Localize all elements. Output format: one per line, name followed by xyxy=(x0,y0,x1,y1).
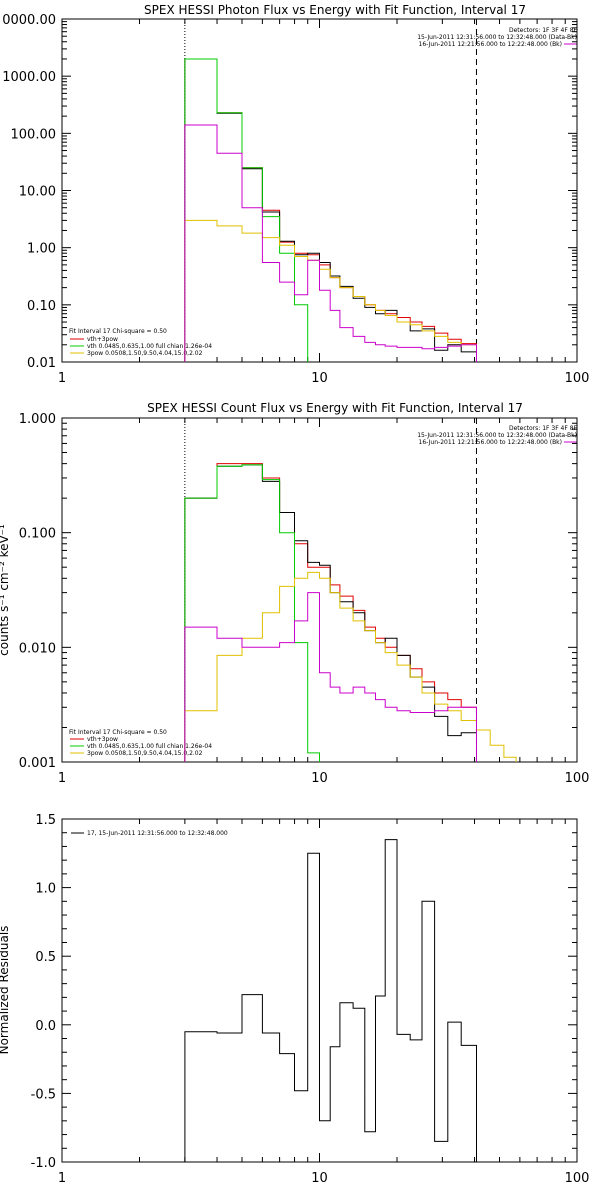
legend-vth3pow: vth+3pow xyxy=(87,336,118,343)
series-vth-3pow xyxy=(184,463,477,762)
photon-flux-legend-bottom-left: Fit Interval 17 Chi-square = 0.50 vth+3p… xyxy=(69,328,212,357)
series-background xyxy=(184,592,477,762)
legend-fit-interval: Fit Interval 17 Chi-square = 0.50 xyxy=(69,328,167,335)
y-tick-label: 0.100 xyxy=(19,527,56,542)
y-tick-label: 1.00 xyxy=(27,242,56,257)
residuals-legend: 17, 15-Jun-2011 12:31:56.000 to 12:32:48… xyxy=(87,830,228,837)
series-group xyxy=(184,839,477,1162)
plot-frame xyxy=(61,18,578,363)
x-tick-label: 1 xyxy=(58,371,66,386)
series-vth xyxy=(184,464,320,762)
x-tick-label: 1 xyxy=(58,1171,66,1186)
count-flux-panel: SPEX HESSI Count Flux vs Energy with Fit… xyxy=(0,401,578,757)
series-residuals xyxy=(184,839,477,1162)
y-tick-label: 0.001 xyxy=(19,756,56,771)
legend-vth: vth 0.0485,0.635,1.00 full chian 1.26e-0… xyxy=(87,743,212,750)
legend-vth: vth 0.0485,0.635,1.00 full chian 1.26e-0… xyxy=(87,343,212,350)
x-tick-label: 100 xyxy=(565,1171,590,1186)
residuals-ylabel: Normalized Residuals xyxy=(0,926,11,1055)
residuals-panel: Normalized Residuals 17, 15-Jun-2011 12:… xyxy=(0,830,228,1054)
series-vth-3pow xyxy=(184,58,477,362)
x-tick-label: 1 xyxy=(58,771,66,786)
legend-3pow: 3pow 0.0508,1.50,9.50,4.04,15.0,2.02 xyxy=(87,750,203,757)
legend-data-interval: 15-Jun-2011 12:31:56.000 to 12:32:48.000… xyxy=(417,432,577,439)
legend-3pow: 3pow 0.0508,1.50,9.50,4.04,15.0,2.02 xyxy=(87,350,203,357)
x-tick-label: 10 xyxy=(311,371,328,386)
y-tick-label: 1.5 xyxy=(35,813,56,828)
series-data xyxy=(184,58,477,362)
series-data xyxy=(184,464,477,762)
series-vth xyxy=(184,58,309,362)
y-tick-label: 1000.00 xyxy=(2,70,56,85)
y-tick-label: 0.0 xyxy=(35,1019,56,1034)
y-tick-label: -1.0 xyxy=(31,1156,56,1171)
x-tick-label: 100 xyxy=(565,771,590,786)
count-flux-title: SPEX HESSI Count Flux vs Energy with Fit… xyxy=(147,401,523,415)
y-tick-label: 1.0 xyxy=(35,882,56,897)
count-flux-ylabel: counts s⁻¹ cm⁻² keV⁻¹ xyxy=(0,524,11,656)
photon-flux-legend-top-right: Detectors: 1F 3F 4F 8F 15-Jun-2011 12:31… xyxy=(417,27,577,48)
series-3pow xyxy=(184,571,517,762)
count-flux-legend-bottom-left: Fit Interval 17 Chi-square = 0.50 vth+3p… xyxy=(69,729,212,757)
y-tick-label: 0.10 xyxy=(27,299,56,314)
plot-0: 1 10 100 0.01 0.10 1.00 10.00 100.00 1000.00 0000… xyxy=(2,13,589,386)
y-tick-label: 0000.00 xyxy=(2,13,56,28)
plot-2: 1 10 100 -1.0 -0.5 0.0 0.5 1.0 1.5 xyxy=(31,813,590,1186)
x-tick-label: 10 xyxy=(311,1171,328,1186)
legend-detectors: Detectors: 1F 3F 4F 8F xyxy=(509,425,578,432)
legend-fit-interval: Fit Interval 17 Chi-square = 0.50 xyxy=(69,729,167,736)
photon-flux-panel: SPEX HESSI Photon Flux vs Energy with Fi… xyxy=(69,3,578,357)
series-background xyxy=(184,124,477,362)
y-tick-label: 0.01 xyxy=(27,356,56,371)
legend-vth3pow: vth+3pow xyxy=(87,736,118,743)
y-tick-label: 1.000 xyxy=(19,412,56,427)
count-flux-legend-top-right: Detectors: 1F 3F 4F 8F 15-Jun-2011 12:31… xyxy=(417,425,577,446)
series-group xyxy=(184,58,477,362)
plot-1: 1 10 100 0.001 0.010 0.100 1.000 xyxy=(19,412,590,786)
y-tick-label: 0.5 xyxy=(35,950,56,965)
y-tick-label: -0.5 xyxy=(31,1087,56,1102)
x-tick-label: 100 xyxy=(565,371,590,386)
photon-flux-title: SPEX HESSI Photon Flux vs Energy with Fi… xyxy=(144,3,526,17)
y-tick-label: 100.00 xyxy=(11,127,57,142)
legend-bk-interval: 16-Jun-2011 12:21:56.000 to 12:22:48.000… xyxy=(419,439,562,446)
legend-bk-interval: 16-Jun-2011 12:21:56.000 to 12:22:48.000… xyxy=(419,41,562,48)
legend-detectors: Detectors: 1F 3F 4F 8F xyxy=(509,27,578,34)
plot-frame xyxy=(61,417,578,763)
y-tick-label: 10.00 xyxy=(19,185,56,200)
y-tick-label: 0.010 xyxy=(19,641,56,656)
series-group xyxy=(184,463,517,762)
legend-data-interval: 15-Jun-2011 12:31:56.000 to 12:32:48.000… xyxy=(417,34,577,41)
x-tick-label: 10 xyxy=(311,771,328,786)
